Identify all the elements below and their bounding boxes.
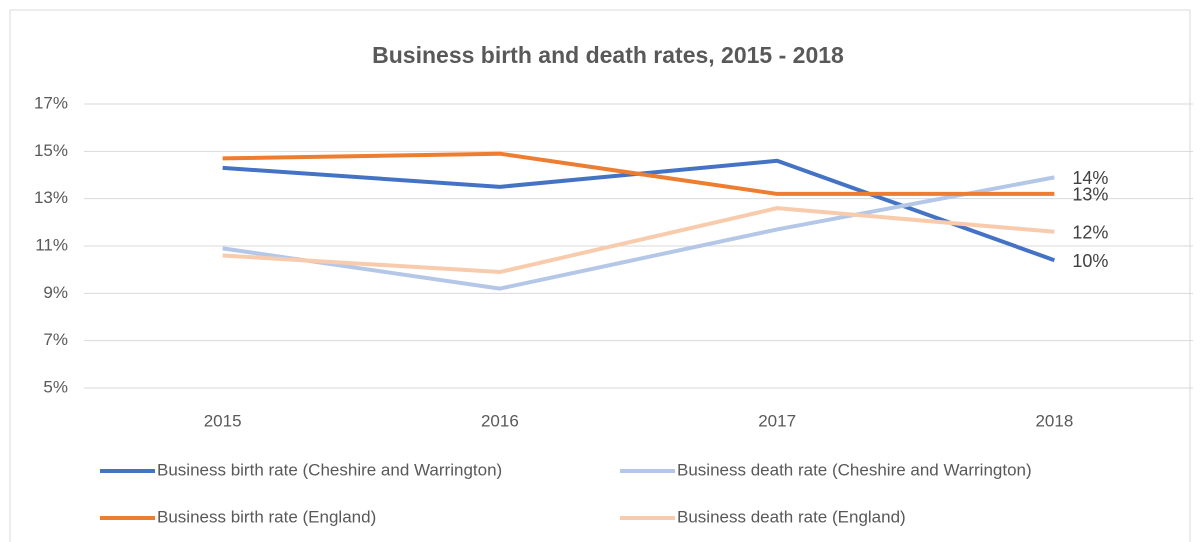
- legend-label: Business birth rate (England): [157, 507, 376, 526]
- y-tick-label: 17%: [34, 93, 68, 112]
- chart-frame: [9, 9, 1191, 542]
- line-series: [222, 175, 1055, 291]
- x-tick-label: 2015: [204, 411, 242, 430]
- data-label: 14%: [1072, 168, 1108, 188]
- x-tick-label: 2016: [481, 411, 519, 430]
- data-label: 13%: [1072, 185, 1108, 205]
- legend-label: Business death rate (Cheshire and Warrin…: [677, 460, 1032, 479]
- line-series: [222, 151, 1055, 196]
- data-label: 10%: [1072, 251, 1108, 271]
- y-tick-label: 5%: [43, 377, 68, 396]
- data-label: 12%: [1072, 223, 1108, 243]
- y-tick-label: 9%: [43, 283, 68, 302]
- y-tick-label: 13%: [34, 188, 68, 207]
- x-tick-label: 2017: [758, 411, 796, 430]
- legend-label: Business death rate (England): [677, 507, 906, 526]
- y-tick-label: 15%: [34, 141, 68, 160]
- line-series: [222, 206, 1055, 275]
- y-tick-label: 11%: [35, 235, 68, 254]
- legend-label: Business birth rate (Cheshire and Warrin…: [157, 460, 502, 479]
- y-tick-label: 7%: [43, 330, 68, 349]
- chart-title: Business birth and death rates, 2015 - 2…: [372, 42, 844, 68]
- x-tick-label: 2018: [1035, 411, 1073, 430]
